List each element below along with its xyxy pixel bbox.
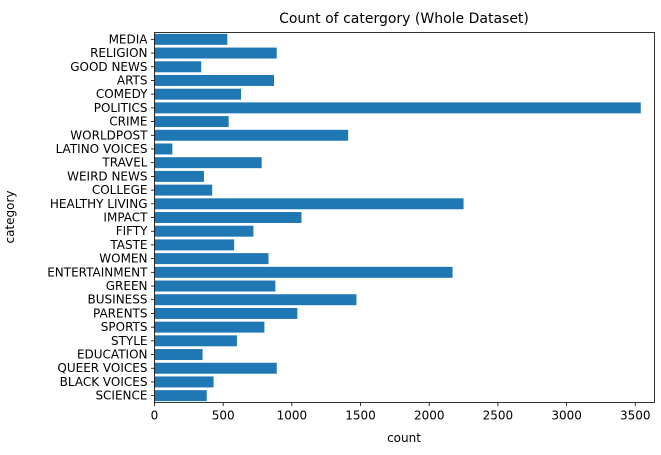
- x-tick-label: 3000: [551, 409, 582, 423]
- bar-arts: [154, 74, 275, 86]
- category-label: TASTE: [109, 238, 147, 252]
- category-label: CRIME: [109, 115, 147, 129]
- bar-queer-voices: [154, 362, 277, 374]
- bar-healthy-living: [154, 198, 464, 210]
- bar-comedy: [154, 88, 242, 100]
- bar-parents: [154, 307, 298, 319]
- category-label: WEIRD NEWS: [67, 169, 147, 183]
- category-label: BUSINESS: [88, 293, 148, 307]
- bar-religion: [154, 47, 277, 59]
- x-axis: 0 500 1000 1500 2000 2500 3000 3500: [151, 402, 651, 423]
- category-label: ENTERTAINMENT: [47, 265, 148, 279]
- x-tick-label: 2000: [414, 409, 445, 423]
- bar-green: [154, 280, 276, 292]
- category-label: COLLEGE: [92, 183, 148, 197]
- bar-style: [154, 335, 237, 347]
- bar-science: [154, 390, 207, 402]
- bar-crime: [154, 116, 229, 128]
- category-label: WORLDPOST: [70, 128, 148, 142]
- category-label: GREEN: [106, 279, 148, 293]
- bar-weird-news: [154, 170, 204, 182]
- category-label: BLACK VOICES: [60, 375, 148, 389]
- bar-taste: [154, 239, 235, 251]
- category-label: LATINO VOICES: [56, 142, 148, 156]
- category-label: QUEER VOICES: [57, 361, 147, 375]
- bar-black-voices: [154, 376, 214, 388]
- x-tick-label: 0: [151, 409, 159, 423]
- category-label: SPORTS: [101, 320, 148, 334]
- category-label: SCIENCE: [95, 389, 147, 403]
- bar-women: [154, 253, 269, 265]
- bar-politics: [154, 102, 641, 114]
- bar-fifty: [154, 225, 254, 237]
- bar-impact: [154, 212, 302, 223]
- category-label: TRAVEL: [101, 156, 147, 170]
- bar-entertainment: [154, 266, 453, 278]
- category-label: RELIGION: [90, 46, 147, 60]
- bar-media: [154, 33, 228, 45]
- bar-business: [154, 294, 357, 306]
- bars-group: [154, 33, 641, 402]
- y-axis-label: category: [3, 190, 17, 243]
- bar-worldpost: [154, 129, 349, 141]
- category-label: IMPACT: [103, 211, 148, 225]
- chart-title: Count of catergory (Whole Dataset): [279, 11, 529, 27]
- category-label: MEDIA: [109, 32, 149, 46]
- x-tick-label: 500: [212, 409, 235, 423]
- category-label: EDUCATION: [77, 348, 148, 362]
- category-label: STYLE: [111, 334, 148, 348]
- bar-education: [154, 349, 203, 361]
- bar-college: [154, 184, 213, 196]
- bar-travel: [154, 157, 262, 169]
- category-label: ARTS: [117, 73, 148, 87]
- x-tick-label: 2500: [483, 409, 514, 423]
- bar-sports: [154, 321, 265, 333]
- category-label: GOOD NEWS: [70, 60, 147, 74]
- category-label: POLITICS: [94, 101, 148, 115]
- category-label: COMEDY: [96, 87, 148, 101]
- category-label: FIFTY: [116, 224, 148, 238]
- x-axis-label: count: [387, 431, 421, 445]
- x-tick-label: 1000: [277, 409, 308, 423]
- category-label: PARENTS: [93, 306, 148, 320]
- bar-good-news: [154, 61, 202, 73]
- category-label: WOMEN: [99, 252, 147, 266]
- plot-frame: [154, 32, 655, 403]
- bar-latino-voices: [154, 143, 173, 155]
- category-label: HEALTHY LIVING: [50, 197, 148, 211]
- x-tick-label: 3500: [620, 409, 651, 423]
- x-tick-label: 1500: [345, 409, 376, 423]
